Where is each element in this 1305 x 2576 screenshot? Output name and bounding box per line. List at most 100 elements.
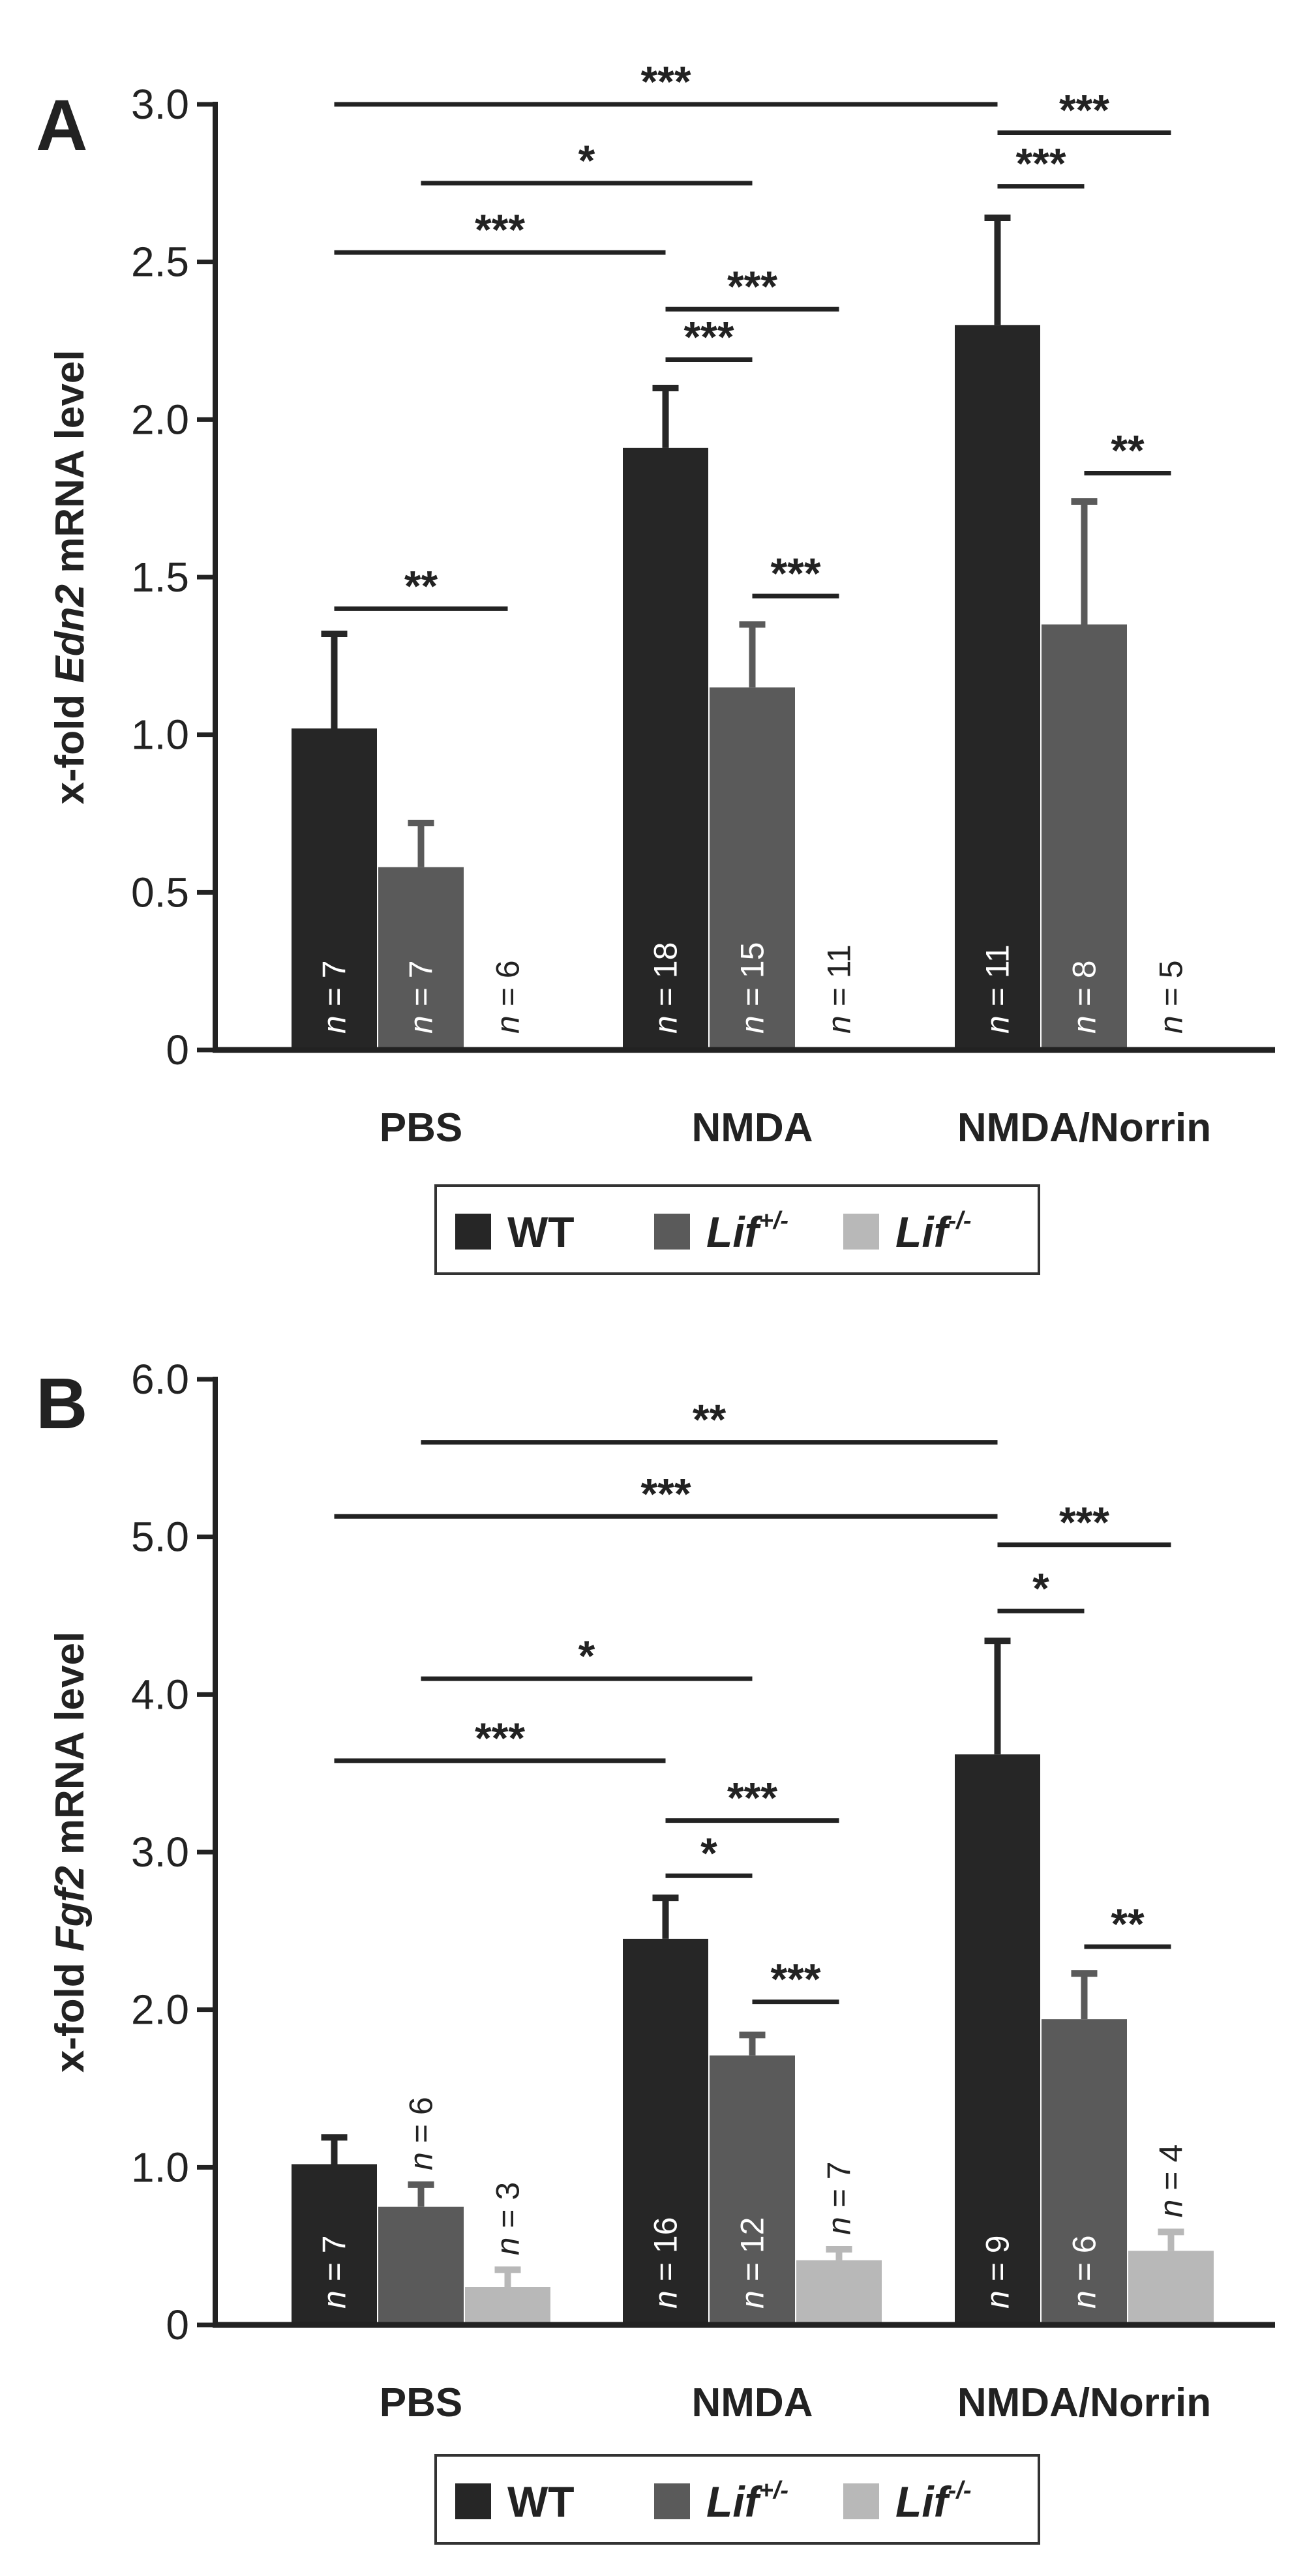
n-label-symbol: n bbox=[316, 2290, 353, 2309]
y-tick-label: 1.0 bbox=[131, 711, 189, 758]
n-label-symbol: n bbox=[648, 2290, 684, 2309]
n-label-value: = 7 bbox=[316, 2235, 353, 2290]
n-label-symbol: n bbox=[490, 1015, 526, 1034]
n-label: n = 11 bbox=[821, 944, 858, 1034]
legend-swatch bbox=[654, 1214, 690, 1250]
n-label: n = 16 bbox=[648, 2217, 684, 2309]
n-label-value: = 18 bbox=[648, 942, 684, 1016]
legend-swatch bbox=[455, 1214, 491, 1250]
panel-letter: A bbox=[36, 85, 87, 166]
category-label: NMDA/Norrin bbox=[957, 2380, 1211, 2425]
legend-label: Lif+/- bbox=[706, 2477, 788, 2526]
legend: WT Lif+/- Lif-/- bbox=[434, 2454, 1040, 2545]
legend-label-superscript: -/- bbox=[948, 2477, 972, 2504]
n-label: n = 9 bbox=[980, 2235, 1016, 2309]
y-axis-label: x-fold Fgf2 mRNA level bbox=[48, 1632, 93, 2073]
significance-label: *** bbox=[727, 262, 777, 310]
n-label: n = 15 bbox=[734, 942, 771, 1034]
category-label: NMDA bbox=[692, 1105, 813, 1150]
legend-box bbox=[434, 2454, 1040, 2545]
bar bbox=[378, 2206, 464, 2325]
y-axis-label-prefix: x-fold bbox=[48, 683, 93, 805]
significance-label: *** bbox=[727, 1774, 777, 1822]
significance-label: *** bbox=[1059, 86, 1109, 134]
y-tick-label: 2.5 bbox=[131, 239, 189, 286]
n-label-symbol: n bbox=[1153, 2200, 1190, 2218]
bar bbox=[292, 728, 377, 1050]
n-label: n = 7 bbox=[316, 960, 353, 1034]
n-label: n = 7 bbox=[316, 2235, 353, 2309]
legend-swatch bbox=[843, 2483, 879, 2519]
panel-letter: B bbox=[36, 1364, 87, 1444]
n-label-symbol: n bbox=[734, 2290, 771, 2309]
significance-label: *** bbox=[770, 549, 820, 597]
legend: WT Lif+/- Lif-/- bbox=[434, 1184, 1040, 1275]
legend-label-superscript: +/- bbox=[759, 2477, 788, 2504]
legend-label-base: Lif bbox=[706, 2478, 763, 2526]
legend-label: Lif-/- bbox=[895, 2477, 972, 2526]
bar bbox=[955, 1754, 1040, 2325]
y-tick-label: 3.0 bbox=[131, 1829, 189, 1876]
y-axis-label-suffix: mRNA level bbox=[48, 1632, 93, 1866]
bar bbox=[292, 2164, 377, 2325]
n-label-symbol: n bbox=[821, 2217, 858, 2235]
n-label: n = 7 bbox=[821, 2161, 858, 2235]
n-label-value: = 4 bbox=[1153, 2144, 1190, 2200]
n-label-symbol: n bbox=[980, 2290, 1016, 2309]
significance-label: *** bbox=[1015, 140, 1066, 188]
n-label: n = 5 bbox=[1153, 960, 1190, 1034]
significance-label: ** bbox=[693, 1396, 727, 1444]
n-label-symbol: n bbox=[821, 1015, 858, 1034]
n-label: n = 3 bbox=[490, 2182, 526, 2256]
bar bbox=[955, 325, 1040, 1050]
n-label: n = 11 bbox=[980, 944, 1016, 1034]
y-tick-label: 0.5 bbox=[131, 869, 189, 916]
n-label-symbol: n bbox=[734, 1015, 771, 1034]
legend-label-base: WT bbox=[507, 1208, 575, 1256]
legend-swatch bbox=[843, 1214, 879, 1250]
y-axis-label-prefix: x-fold bbox=[48, 1951, 93, 2073]
n-label-value: = 7 bbox=[821, 2161, 858, 2217]
significance-label: *** bbox=[475, 205, 525, 254]
n-label: n = 18 bbox=[648, 942, 684, 1034]
significance-label: *** bbox=[683, 313, 734, 361]
n-label-symbol: n bbox=[403, 1015, 440, 1034]
legend-label: WT bbox=[507, 2478, 575, 2526]
bar bbox=[623, 1938, 708, 2325]
category-label: NMDA bbox=[692, 2380, 813, 2425]
y-tick-label: 4.0 bbox=[131, 1671, 189, 1718]
significance-label: * bbox=[578, 1632, 595, 1680]
significance-label: *** bbox=[640, 57, 691, 106]
n-label-symbol: n bbox=[403, 2152, 440, 2170]
n-label-value: = 3 bbox=[490, 2182, 526, 2238]
y-axis-label-gene: Fgf2 bbox=[48, 1866, 93, 1951]
n-label: n = 6 bbox=[490, 960, 526, 1034]
y-axis-label-suffix: mRNA level bbox=[48, 350, 93, 584]
bar bbox=[710, 2055, 795, 2325]
legend-label: Lif+/- bbox=[706, 1207, 788, 1256]
n-label-symbol: n bbox=[1066, 2290, 1103, 2309]
n-label: n = 6 bbox=[403, 2097, 440, 2170]
significance-label: ** bbox=[1111, 427, 1145, 475]
legend-box bbox=[434, 1184, 1040, 1275]
n-label-value: = 7 bbox=[403, 960, 440, 1015]
n-label-value: = 15 bbox=[734, 942, 771, 1016]
significance-label: *** bbox=[640, 1469, 691, 1518]
n-label-value: = 11 bbox=[980, 944, 1016, 1015]
n-label-symbol: n bbox=[1153, 1015, 1190, 1034]
bar bbox=[378, 867, 464, 1050]
category-label: PBS bbox=[380, 1105, 462, 1150]
significance-label: *** bbox=[770, 1955, 820, 2003]
significance-label: * bbox=[578, 136, 595, 185]
n-label-value: = 6 bbox=[490, 960, 526, 1015]
legend-label-base: Lif bbox=[895, 2478, 952, 2526]
y-tick-label: 6.0 bbox=[131, 1356, 189, 1403]
bar bbox=[465, 2287, 550, 2325]
significance-label: * bbox=[700, 1829, 717, 1877]
n-label-value: = 12 bbox=[734, 2217, 771, 2291]
legend-label-superscript: +/- bbox=[759, 1207, 788, 1235]
n-label: n = 4 bbox=[1153, 2144, 1190, 2218]
bar bbox=[710, 687, 795, 1050]
n-label-value: = 16 bbox=[648, 2217, 684, 2291]
n-label-value: = 6 bbox=[403, 2097, 440, 2152]
